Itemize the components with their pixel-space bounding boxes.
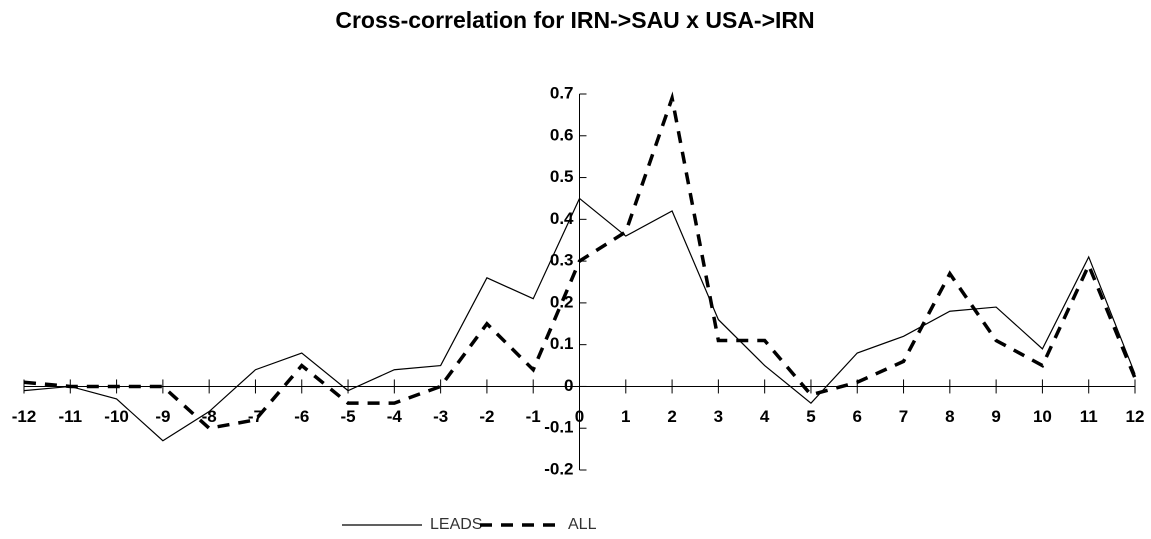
legend-label: LEADS <box>430 516 482 533</box>
x-tick-label: -11 <box>58 407 82 426</box>
y-tick-label: -0.2 <box>544 459 573 478</box>
x-tick-label: -8 <box>202 407 217 426</box>
x-tick-label: -9 <box>155 407 170 426</box>
y-tick-label: 0.2 <box>550 292 574 311</box>
chart-title: Cross-correlation for IRN->SAU x USA->IR… <box>335 7 814 33</box>
x-tick-label: 12 <box>1126 407 1145 426</box>
y-tick-label: 0.3 <box>550 251 574 270</box>
x-tick-label: 9 <box>991 407 1000 426</box>
x-tick-label: 0 <box>575 407 584 426</box>
line-series <box>23 91 1137 431</box>
x-tick-label: 1 <box>621 407 630 426</box>
x-tick-label: 10 <box>1033 407 1052 426</box>
x-tick-label: 6 <box>853 407 862 426</box>
y-tick-label: 0.5 <box>550 167 574 186</box>
x-tick-label: -12 <box>12 407 37 426</box>
y-tick-label: 0.6 <box>550 125 574 144</box>
legend-label: ALL <box>568 516 597 533</box>
y-tick-label: 0.1 <box>550 334 574 353</box>
line-series <box>23 197 1136 442</box>
x-tick-label: 7 <box>899 407 908 426</box>
x-tick-label: -3 <box>433 407 448 426</box>
x-tick-label: -6 <box>294 407 309 426</box>
x-tick-label: -10 <box>104 407 129 426</box>
y-tick-label: -0.1 <box>544 418 573 437</box>
x-tick-label: -7 <box>248 407 263 426</box>
x-tick-label: 3 <box>714 407 723 426</box>
x-tick-label: 5 <box>806 407 815 426</box>
x-tick-label: 4 <box>760 407 770 426</box>
y-tick-label: 0.7 <box>550 83 574 102</box>
y-tick-label: 0 <box>564 376 573 395</box>
x-tick-label: -4 <box>387 407 403 426</box>
x-tick-label: -1 <box>526 407 541 426</box>
x-tick-label: -2 <box>479 407 494 426</box>
x-tick-label: 8 <box>945 407 954 426</box>
x-tick-label: 11 <box>1080 407 1098 426</box>
x-tick-label: -5 <box>340 407 355 426</box>
x-tick-label: 2 <box>667 407 676 426</box>
